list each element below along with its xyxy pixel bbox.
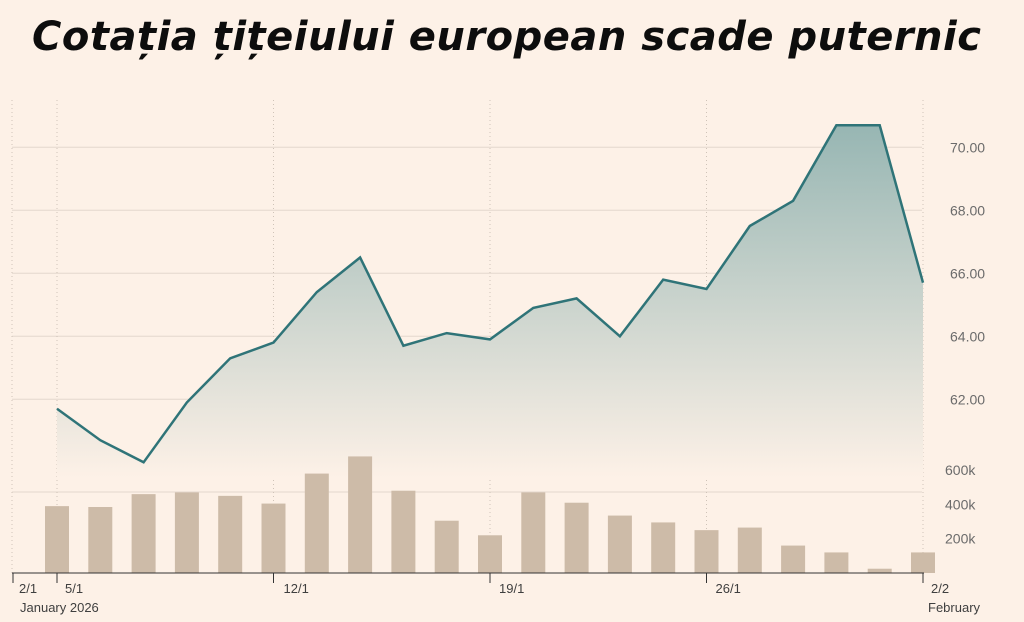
x-axis: 2/1 5/1 12/1 19/1 26/1 2/2 January 2026 Februar… [12, 572, 981, 615]
y-axis: 62.00 64.00 66.00 68.00 70.00 200k 400k 600k [945, 139, 985, 546]
volume-bar [781, 545, 806, 573]
price-tick-label: 64.00 [950, 328, 985, 344]
x-tick-label: 5/1 [65, 581, 83, 596]
volume-bar [434, 520, 459, 573]
volume-bar [651, 522, 676, 573]
x-sublabel-january: January 2026 [20, 600, 99, 615]
volume-bar [391, 490, 416, 573]
volume-bar [867, 568, 892, 573]
volume-bar [911, 552, 935, 573]
volume-bar [304, 473, 329, 573]
volume-tick-label: 400k [945, 496, 976, 512]
volume-bar [218, 495, 243, 573]
volume-tick-label: 600k [945, 462, 976, 478]
volume-bar [88, 507, 113, 573]
price-tick-label: 66.00 [950, 265, 985, 281]
x-tick-label: 19/1 [499, 581, 524, 596]
x-sublabel-february: February [928, 600, 981, 615]
volume-bar [521, 492, 546, 573]
x-tick-label: 12/1 [284, 581, 309, 596]
x-tick-label: 26/1 [716, 581, 741, 596]
volume-bar [261, 503, 286, 573]
volume-bar [737, 527, 762, 573]
price-tick-label: 70.00 [950, 139, 985, 155]
chart-title: Cotația țițeiului european scade puterni… [32, 14, 982, 60]
volume-bar [694, 530, 719, 573]
volume-bar [45, 506, 69, 573]
volume-bar [564, 502, 589, 573]
price-area [56, 123, 925, 478]
volume-bar [824, 552, 849, 573]
price-area-fill [57, 125, 923, 478]
volume-bar [174, 492, 199, 573]
volume-bar [131, 494, 156, 573]
volume-bars [45, 456, 935, 573]
volume-bar [607, 515, 632, 573]
x-tick-label: 2/2 [931, 581, 949, 596]
volume-bar [478, 535, 502, 573]
price-tick-label: 62.00 [950, 391, 985, 407]
price-tick-label: 68.00 [950, 202, 985, 218]
volume-tick-label: 200k [945, 531, 976, 547]
x-tick-label: 2/1 [19, 581, 37, 596]
volume-bar [348, 456, 373, 573]
